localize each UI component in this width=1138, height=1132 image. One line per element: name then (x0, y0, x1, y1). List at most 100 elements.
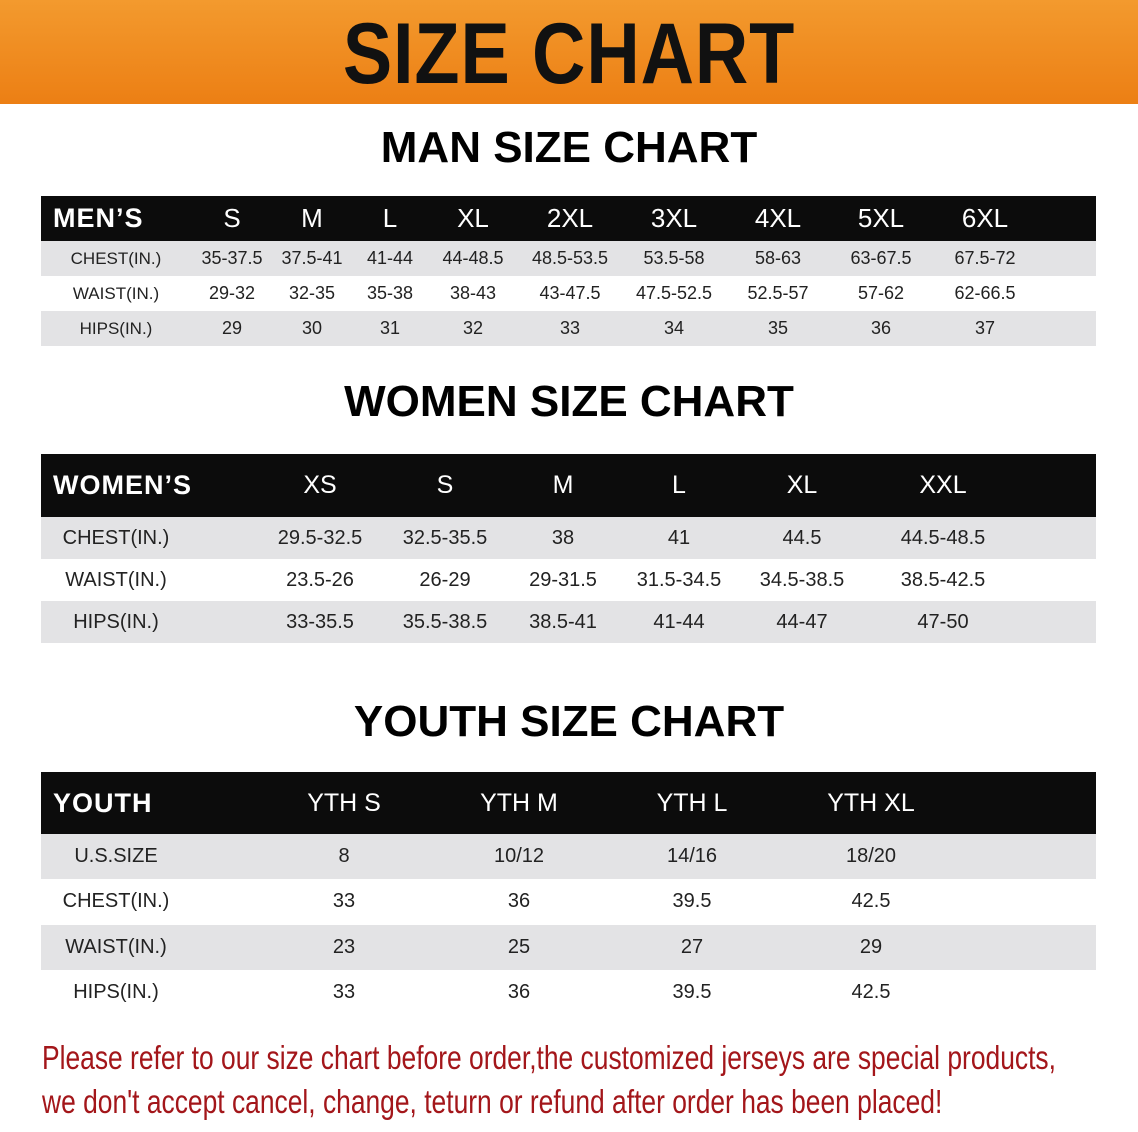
measurement-cell: 29 (859, 935, 883, 958)
header-label: MEN’S (53, 203, 144, 233)
measurement-cell: 41-44 (653, 610, 705, 633)
measurement-cell: 44-47 (776, 610, 828, 633)
measurement-cell: 41 (667, 526, 691, 549)
order-notice-line-1: Please refer to our size chart before or… (42, 1039, 1056, 1076)
measurement-cell: 34 (663, 318, 685, 338)
measurement-cell: 44-48.5 (442, 248, 504, 268)
size-column-header: YTH XL (827, 788, 915, 817)
size-column-header: 3XL (650, 203, 698, 233)
banner: SIZE CHART (0, 0, 1138, 104)
table-row: WAIST(IN.) 23.5-26 26-29 29-31.5 31.5-34.5 34… (41, 559, 1096, 601)
men-size-table: MEN’S S M L XL 2XL 3XL 4XL 5XL 6XL CHEST(IN.) 35-37… (41, 196, 1096, 346)
size-column-header: S (223, 203, 241, 233)
men-section-title: MAN SIZE CHART (380, 123, 758, 172)
measurement-cell: 29.5-32.5 (277, 526, 363, 549)
table-row: CHEST(IN.) 35-37.5 37.5-41 41-44 44-48.5 48.5… (41, 241, 1096, 276)
measurement-cell: 38-43 (449, 283, 497, 303)
measurement-cell: 36 (870, 318, 892, 338)
measurement-cell: 39.5 (672, 890, 712, 913)
measurement-cell: 29-32 (208, 283, 256, 303)
measurement-cell: 35-37.5 (201, 248, 263, 268)
row-label: HIPS(IN.) (79, 318, 153, 338)
table-header-row: MEN’S S M L XL 2XL 3XL 4XL 5XL 6XL (41, 196, 1096, 241)
measurement-cell: 62-66.5 (954, 283, 1016, 303)
measurement-cell: 35.5-38.5 (402, 610, 488, 633)
measurement-cell: 44.5-48.5 (900, 526, 986, 549)
table-row: HIPS(IN.) 33-35.5 35.5-38.5 38.5-41 41-44 44-… (41, 601, 1096, 643)
measurement-cell: 63-67.5 (850, 248, 912, 268)
measurement-cell: 53.5-58 (643, 248, 705, 268)
size-column-header: 4XL (754, 203, 802, 233)
measurement-cell: 25 (507, 935, 531, 958)
measurement-cell: 33 (332, 890, 356, 913)
size-column-header: 6XL (961, 203, 1009, 233)
measurement-cell: 38.5-41 (529, 610, 597, 633)
measurement-cell: 26-29 (419, 568, 471, 591)
measurement-cell: 57-62 (857, 283, 905, 303)
header-label: WOMEN’S (53, 470, 192, 500)
measurement-cell: 27 (680, 935, 704, 958)
measurement-cell: 42.5 (851, 890, 891, 913)
row-label: WAIST(IN.) (65, 568, 167, 591)
size-column-header: XS (303, 471, 337, 499)
measurement-cell: 10/12 (493, 845, 545, 868)
measurement-cell: 33 (332, 980, 356, 1003)
measurement-cell: 23.5-26 (286, 568, 354, 591)
size-column-header: L (382, 203, 398, 233)
size-column-header: M (301, 203, 323, 233)
measurement-cell: 38 (551, 526, 575, 549)
measurement-cell: 35 (767, 318, 789, 338)
row-label: CHEST(IN.) (62, 526, 170, 549)
measurement-cell: 29 (221, 318, 243, 338)
youth-size-table: YOUTH YTH S YTH M YTH L YTH XL U.S.SIZE 8 10/12… (41, 772, 1096, 1015)
measurement-cell: 8 (338, 845, 350, 868)
measurement-cell: 32 (462, 318, 484, 338)
size-column-header: 5XL (857, 203, 905, 233)
measurement-cell: 52.5-57 (747, 283, 809, 303)
measurement-cell: 42.5 (851, 980, 891, 1003)
measurement-cell: 31 (379, 318, 401, 338)
measurement-cell: 18/20 (845, 845, 897, 868)
size-column-header: S (436, 471, 454, 499)
size-column-header: L (672, 471, 686, 499)
size-column-header: XXL (919, 471, 967, 499)
measurement-cell: 48.5-53.5 (531, 248, 609, 268)
measurement-cell: 33-35.5 (286, 610, 354, 633)
measurement-cell: 23 (332, 935, 356, 958)
measurement-cell: 39.5 (672, 980, 712, 1003)
table-header-row: YOUTH YTH S YTH M YTH L YTH XL (41, 772, 1096, 834)
row-label: U.S.SIZE (74, 845, 158, 868)
table-row: U.S.SIZE 8 10/12 14/16 18/20 (41, 834, 1096, 880)
measurement-cell: 67.5-72 (954, 248, 1016, 268)
table-row: CHEST(IN.) 29.5-32.5 32.5-35.5 38 41 44.5 44.5… (41, 517, 1096, 559)
row-label: CHEST(IN.) (70, 248, 162, 268)
size-column-header: YTH S (307, 788, 381, 817)
women-section-title: WOMEN SIZE CHART (344, 377, 794, 426)
measurement-cell: 43-47.5 (539, 283, 601, 303)
header-label: YOUTH (53, 787, 153, 818)
row-label: HIPS(IN.) (73, 610, 159, 633)
size-column-header: 2XL (546, 203, 594, 233)
measurement-cell: 44.5 (782, 526, 822, 549)
table-row: WAIST(IN.) 23 25 27 29 (41, 924, 1096, 970)
size-column-header: XL (457, 203, 489, 233)
measurement-cell: 41-44 (366, 248, 414, 268)
measurement-cell: 38.5-42.5 (900, 568, 986, 591)
row-label: WAIST(IN.) (65, 935, 167, 958)
measurement-cell: 33 (559, 318, 581, 338)
measurement-cell: 35-38 (366, 283, 414, 303)
measurement-cell: 29-31.5 (529, 568, 597, 591)
table-row: HIPS(IN.) 29 30 31 32 33 34 35 36 37 (41, 311, 1096, 346)
table-row: CHEST(IN.) 33 36 39.5 42.5 (41, 879, 1096, 925)
row-label: HIPS(IN.) (73, 980, 159, 1003)
women-size-table: WOMEN’S XS S M L XL XXL CHEST(IN.) 29.5-32.5 32.5… (41, 454, 1096, 643)
row-label: CHEST(IN.) (62, 890, 170, 913)
measurement-cell: 47.5-52.5 (635, 283, 713, 303)
table-row: HIPS(IN.) 33 36 39.5 42.5 (41, 969, 1096, 1015)
measurement-cell: 31.5-34.5 (636, 568, 722, 591)
size-column-header: XL (786, 471, 818, 499)
size-column-header: YTH M (480, 788, 558, 817)
measurement-cell: 30 (301, 318, 323, 338)
banner-title: SIZE CHART (342, 6, 796, 102)
table-row: WAIST(IN.) 29-32 32-35 35-38 38-43 43-47.5 47.… (41, 276, 1096, 311)
